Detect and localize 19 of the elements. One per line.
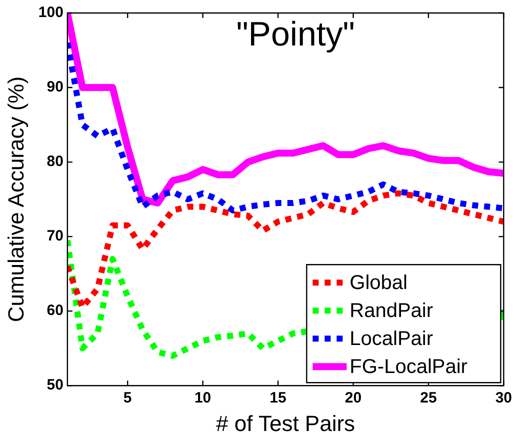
y-axis-title: Cumulative Accuracy (%) [3,76,28,322]
chart-title: "Pointy" [236,15,355,54]
x-tick-label: 15 [270,390,286,407]
y-tick-label: 70 [46,228,64,245]
x-tick-label: 20 [344,390,362,407]
x-tick-label: 25 [420,390,437,407]
y-tick-label: 80 [46,153,64,170]
y-tick-label: 60 [46,302,64,320]
y-tick-label: 50 [46,376,64,394]
x-axis-title: # of Test Pairs [216,410,356,436]
legend-label: LocalPair [350,328,434,350]
legend-label: Global [350,272,408,294]
x-tick-label: 5 [123,390,132,407]
y-tick-label: 90 [46,78,64,96]
legend-label: FG-LocalPair [350,356,468,378]
legend-label: RandPair [350,300,434,322]
x-tick-label: 30 [495,390,512,407]
x-tick-label: 10 [194,390,212,407]
y-tick-label: 100 [38,4,64,22]
